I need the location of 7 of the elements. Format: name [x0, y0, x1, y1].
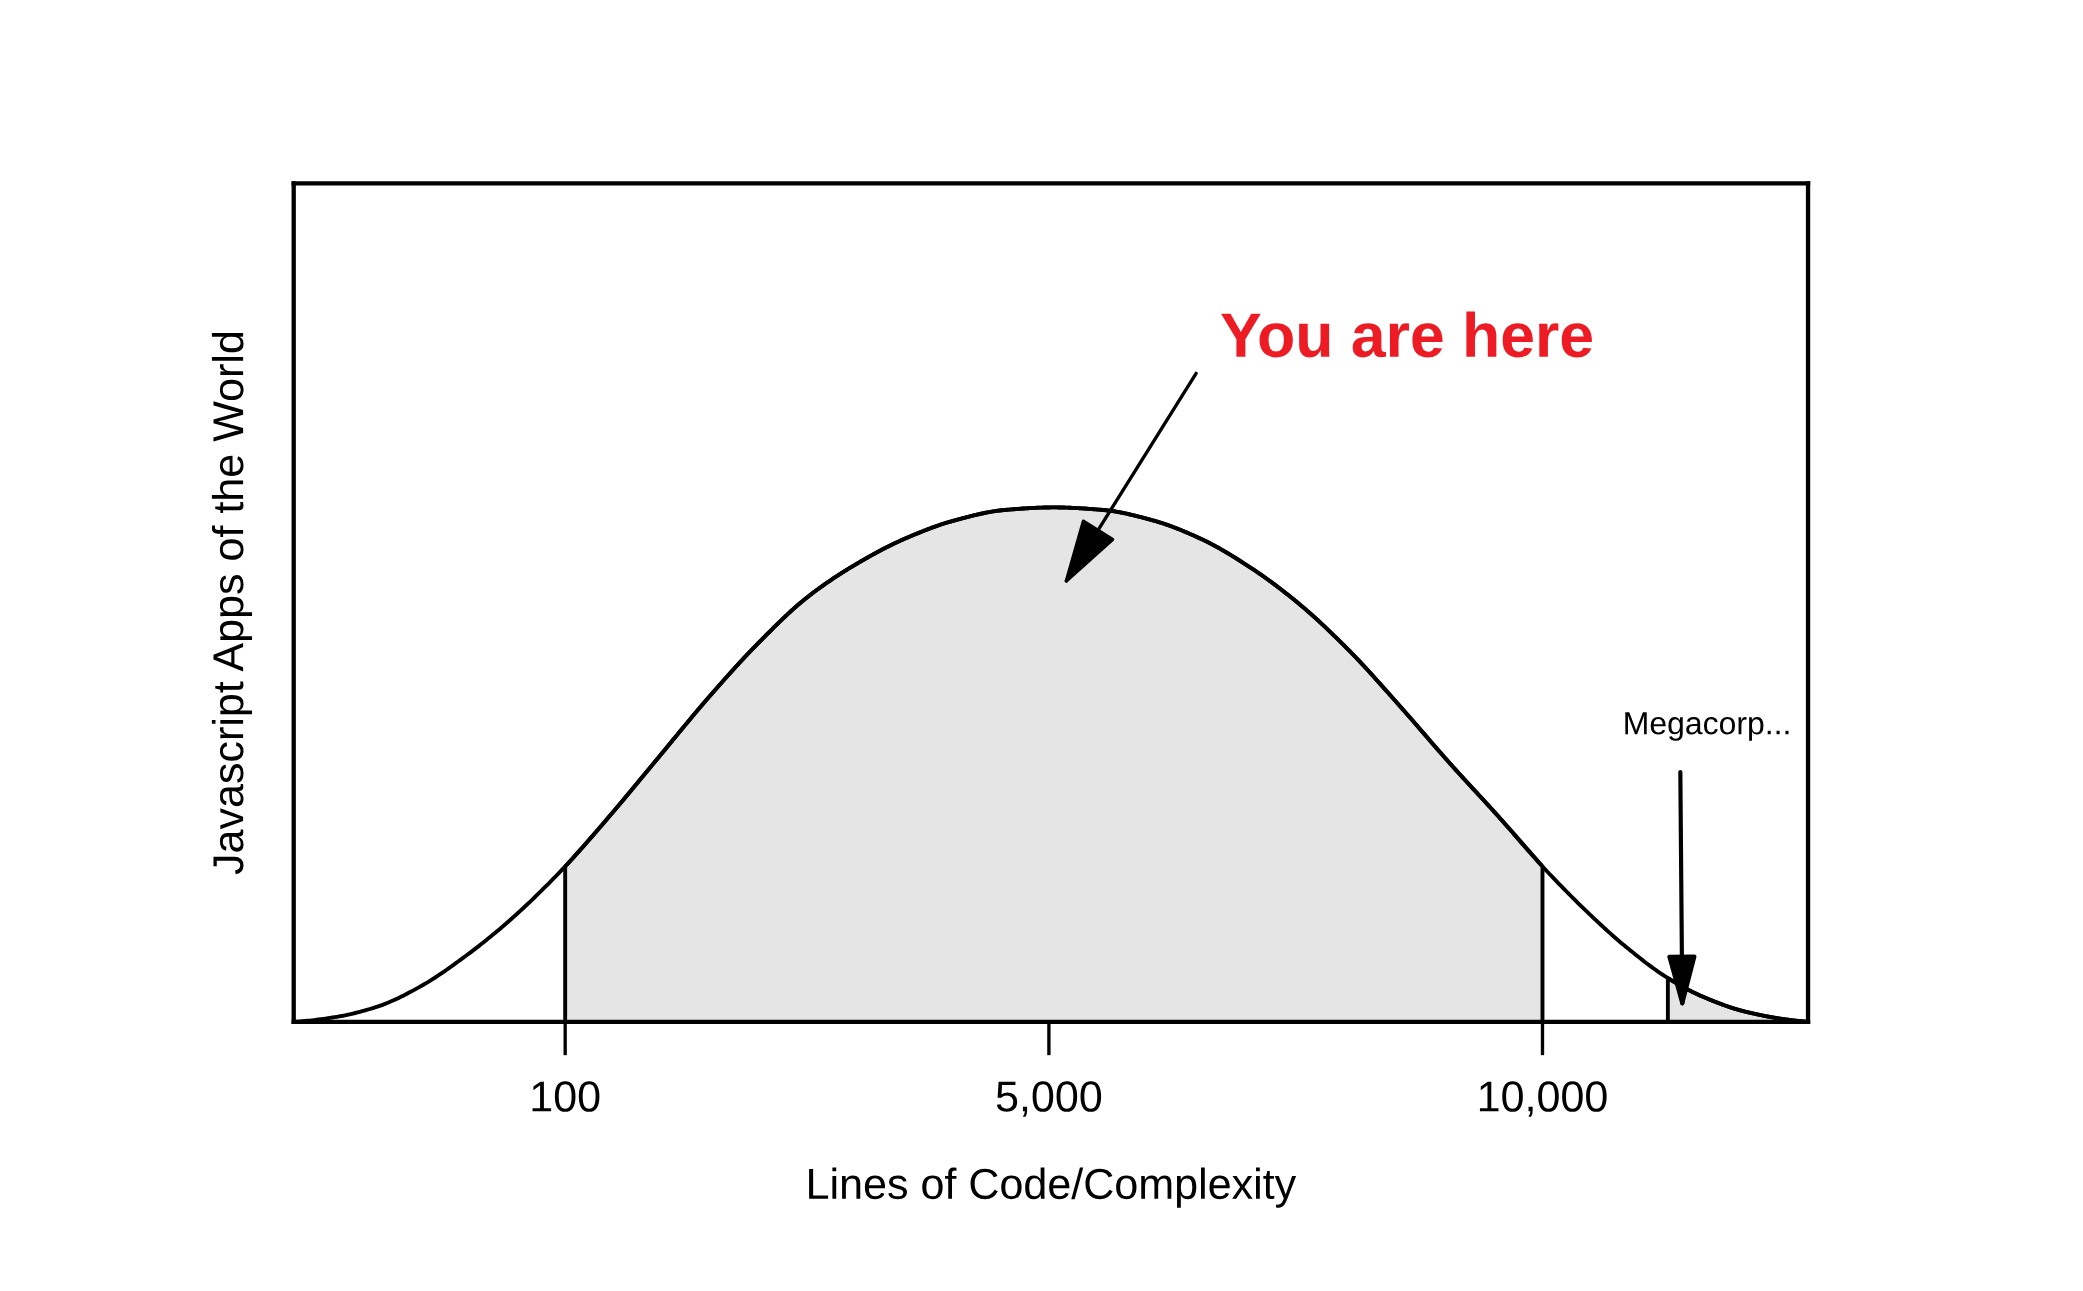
text: You are here: [1221, 311, 1592, 358]
x-tick-label: 100: [532, 1081, 600, 1112]
x-tick-label: 10,000: [1479, 1081, 1607, 1117]
annotation: Megacorp...: [1625, 712, 1789, 741]
y-axis-title: Javascript Apps of the World: [211, 332, 253, 875]
x-axis-title: Lines of Code/Complexity: [809, 1167, 1297, 1208]
x-tick-label: 5,000: [996, 1081, 1102, 1117]
